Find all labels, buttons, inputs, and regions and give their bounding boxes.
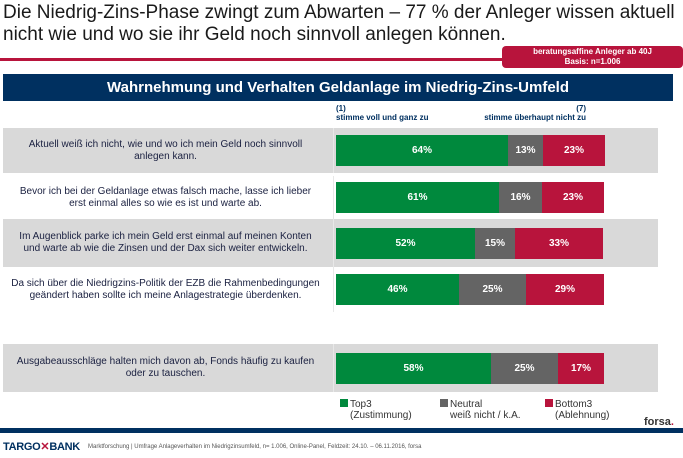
bar-segment: 33% bbox=[515, 227, 603, 259]
page-title: Die Niedrig-Zins-Phase zwingt zum Abwart… bbox=[3, 2, 683, 46]
legend-label: Bottom3 bbox=[555, 399, 593, 410]
legend-sublabel: (Zustimmung) bbox=[350, 410, 412, 421]
badge-line-2: Basis: n=1.006 bbox=[564, 57, 621, 66]
title-line-2: nicht wie und wo sie ihr Geld noch sinnv… bbox=[3, 24, 506, 45]
title-line-1: Die Niedrig-Zins-Phase zwingt zum Abwart… bbox=[3, 2, 675, 23]
scale-left: (1) stimme voll und ganz zu bbox=[336, 104, 428, 122]
bar-segment: 25% bbox=[491, 352, 558, 384]
row-divider bbox=[333, 219, 334, 267]
title-underline bbox=[0, 58, 555, 61]
bar-segment: 23% bbox=[542, 182, 604, 213]
bar-segment: 16% bbox=[499, 182, 542, 213]
scale-left-label: stimme voll und ganz zu bbox=[336, 113, 429, 122]
scale-right-num: (7) bbox=[576, 104, 586, 113]
legend-item-bottom3: Bottom3 (Ablehnung) bbox=[545, 399, 609, 421]
bar-segment: 15% bbox=[475, 227, 515, 259]
legend-label: Neutral bbox=[450, 399, 483, 410]
legend-sublabel: weiß nicht / k.A. bbox=[450, 410, 521, 421]
legend-item-neutral: Neutral weiß nicht / k.A. bbox=[440, 399, 521, 421]
scale-right-label: stimme überhaupt nicht zu bbox=[484, 113, 586, 122]
bar-segment: 61% bbox=[336, 182, 499, 213]
legend-sublabel: (Ablehnung) bbox=[555, 410, 610, 421]
bar-segment: 29% bbox=[526, 274, 604, 305]
targobank-logo: TARGO✕BANK bbox=[3, 441, 80, 453]
scale-right: (7) stimme überhaupt nicht zu bbox=[466, 104, 586, 122]
bar-segment: 25% bbox=[459, 274, 526, 305]
chart-title-banner: Wahrnehmung und Verhalten Geldanlage im … bbox=[3, 74, 673, 101]
footer-bar bbox=[0, 428, 683, 433]
category-label: Im Augenblick parke ich mein Geld erst e… bbox=[19, 231, 312, 254]
legend-item-top3: Top3 (Zustimmung) bbox=[340, 399, 412, 421]
bar-segment: 13% bbox=[508, 135, 543, 166]
row-divider bbox=[333, 344, 334, 392]
bar-segment: 64% bbox=[336, 135, 508, 166]
legend-label: Top3 bbox=[350, 399, 372, 410]
row-divider bbox=[333, 267, 334, 312]
legend-swatch-top3 bbox=[340, 399, 348, 407]
legend-swatch-neutral bbox=[440, 399, 448, 407]
bar-segment: 46% bbox=[336, 274, 459, 305]
category-label: Ausgabeausschläge halten mich davon ab, … bbox=[16, 356, 315, 379]
sample-badge: beratungsaffine Anleger ab 40J Basis: n=… bbox=[502, 46, 683, 68]
bar-segment: 23% bbox=[543, 135, 605, 166]
row-divider bbox=[333, 128, 334, 173]
category-label: Da sich über die Niedrigzins-Politik der… bbox=[11, 277, 320, 301]
logo-mark-icon: ✕ bbox=[40, 441, 50, 453]
bar-segment: 52% bbox=[336, 227, 475, 259]
legend-swatch-bottom3 bbox=[545, 399, 553, 407]
footnote: Marktforschung | Umfrage Anlageverhalten… bbox=[88, 444, 422, 450]
bar-segment: 17% bbox=[558, 352, 604, 384]
bar-segment: 58% bbox=[336, 352, 491, 384]
row-divider bbox=[333, 176, 334, 219]
forsa-logo: forsa. bbox=[644, 416, 674, 428]
scale-left-num: (1) bbox=[336, 104, 346, 113]
badge-line-1: beratungsaffine Anleger ab 40J bbox=[533, 47, 652, 56]
category-label: Bevor ich bei der Geldanlage etwas falsc… bbox=[19, 185, 312, 209]
category-label: Aktuell weiß ich nicht, wie und wo ich m… bbox=[28, 138, 303, 162]
